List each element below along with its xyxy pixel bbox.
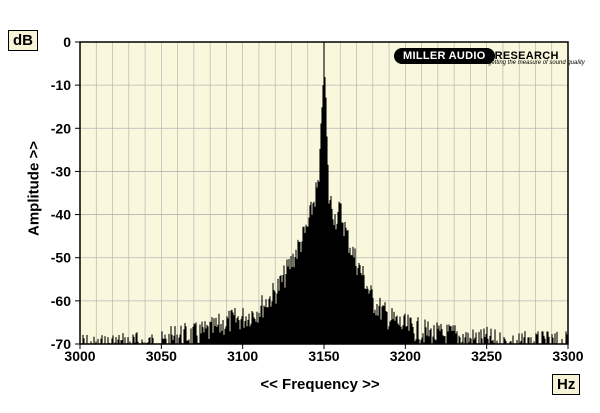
- y-tick-label: -10: [51, 77, 71, 93]
- axis-ticks: 3000 3050 3100 3150 3200 3250 3300 0 -10 -20 -30 -4…: [51, 34, 584, 364]
- y-tick-label: -20: [51, 120, 71, 136]
- x-tick-label: 3100: [227, 348, 258, 364]
- x-tick-label: 3050: [146, 348, 177, 364]
- y-unit-label: dB: [8, 30, 38, 51]
- y-tick-label: -40: [51, 207, 71, 223]
- x-axis-title: << Frequency >>: [260, 376, 380, 393]
- logo-tagline: getting the measure of sound quality: [488, 60, 585, 66]
- logo-research-text: RESEARCH: [494, 50, 559, 62]
- x-tick-label: 3250: [471, 348, 502, 364]
- y-tick-label: -50: [51, 250, 71, 266]
- x-unit-label: Hz: [552, 374, 581, 395]
- logo-pill-text: MILLER AUDIO: [394, 48, 495, 64]
- y-tick-label: -30: [51, 163, 71, 179]
- y-tick-label: -70: [51, 336, 71, 352]
- x-tick-label: 3150: [308, 348, 339, 364]
- y-axis-title: Amplitude >>: [25, 140, 43, 237]
- x-tick-label: 3300: [552, 348, 583, 364]
- x-tick-label: 3000: [64, 348, 95, 364]
- y-tick-label: 0: [63, 34, 71, 50]
- y-tick-label: -60: [51, 293, 71, 309]
- x-tick-label: 3200: [390, 348, 421, 364]
- miller-audio-research-logo: MILLER AUDIO RESEARCH: [394, 46, 559, 64]
- spectrum-bars: [82, 42, 568, 344]
